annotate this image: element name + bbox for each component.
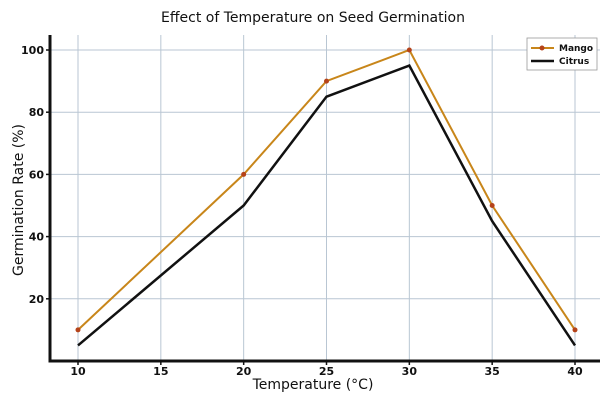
y-tick-label: 60 bbox=[29, 168, 45, 181]
legend: Mango Citrus bbox=[526, 37, 598, 71]
x-tick-label: 40 bbox=[567, 365, 583, 378]
data-point-mango bbox=[489, 203, 495, 208]
x-axis-label: Temperature (°C) bbox=[252, 377, 374, 393]
grid bbox=[50, 35, 600, 361]
x-tick-label: 30 bbox=[402, 365, 418, 378]
x-tick-label: 25 bbox=[319, 365, 334, 378]
legend-marker bbox=[539, 45, 545, 51]
series-line-mango bbox=[77, 48, 576, 331]
legend-label-mango: Mango bbox=[559, 44, 593, 54]
x-tick-label: 15 bbox=[153, 365, 168, 378]
y-tick-label: 20 bbox=[29, 293, 45, 306]
data-point-mango bbox=[75, 327, 81, 333]
series-line-citrus bbox=[77, 63, 577, 347]
data-point-mango bbox=[406, 47, 412, 53]
data-point-mango bbox=[324, 78, 329, 84]
x-tick-label: 20 bbox=[236, 365, 252, 378]
legend-label-citrus: Citrus bbox=[559, 57, 589, 67]
x-tick-label: 10 bbox=[70, 365, 86, 378]
x-ticks: 10 15 20 25 30 35 40 bbox=[70, 361, 583, 378]
y-ticks: 20 40 60 80 100 bbox=[21, 44, 50, 306]
y-tick-label: 100 bbox=[21, 44, 44, 57]
x-tick-label: 35 bbox=[485, 365, 500, 378]
y-axis-label: Germination Rate (%) bbox=[11, 124, 27, 276]
y-tick-label: 80 bbox=[29, 106, 45, 119]
series-group bbox=[75, 47, 578, 347]
y-tick-label: 40 bbox=[29, 231, 45, 244]
data-point-mango bbox=[572, 327, 578, 333]
data-point-mango bbox=[241, 171, 247, 177]
chart-title: Effect of Temperature on Seed Germinatio… bbox=[161, 10, 465, 26]
legend-box bbox=[526, 37, 598, 71]
